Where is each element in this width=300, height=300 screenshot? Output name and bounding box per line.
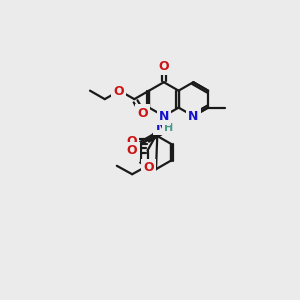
Text: O: O: [113, 85, 124, 98]
Text: O: O: [127, 135, 137, 148]
Text: O: O: [127, 144, 137, 157]
Text: N: N: [159, 110, 169, 123]
Text: N: N: [155, 120, 166, 133]
Text: N: N: [188, 110, 199, 123]
Text: O: O: [143, 161, 154, 174]
Text: N: N: [155, 120, 166, 133]
Text: N: N: [188, 110, 199, 123]
Text: H: H: [164, 123, 173, 134]
Text: O: O: [127, 135, 137, 148]
Text: O: O: [127, 144, 137, 157]
Text: O: O: [137, 106, 148, 119]
Text: O: O: [137, 106, 148, 119]
Text: O: O: [158, 60, 169, 73]
Text: O: O: [158, 60, 169, 73]
Text: O: O: [143, 161, 154, 174]
Text: O: O: [113, 85, 124, 98]
Text: H: H: [164, 123, 173, 134]
Text: N: N: [159, 110, 169, 123]
